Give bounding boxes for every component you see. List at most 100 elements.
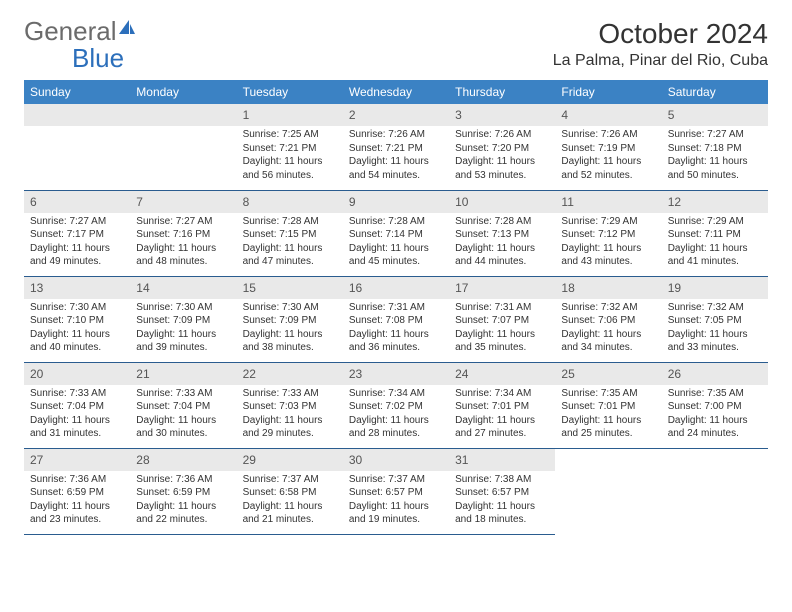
- day-body: Sunrise: 7:32 AMSunset: 7:05 PMDaylight:…: [662, 299, 768, 359]
- calendar-cell: 12Sunrise: 7:29 AMSunset: 7:11 PMDayligh…: [662, 190, 768, 276]
- day-number-row: 6: [24, 191, 130, 213]
- day-number: 27: [30, 453, 43, 467]
- day-number: 3: [455, 108, 462, 122]
- day-number-row: 29: [237, 449, 343, 471]
- day-number-row: 22: [237, 363, 343, 385]
- day-number: 29: [243, 453, 256, 467]
- calendar-cell: 21Sunrise: 7:33 AMSunset: 7:04 PMDayligh…: [130, 362, 236, 448]
- day-body: Sunrise: 7:31 AMSunset: 7:07 PMDaylight:…: [449, 299, 555, 359]
- calendar-cell: 22 Sunrise: 7:33 AMSunset: 7:03 PMDayligh…: [237, 362, 343, 448]
- day-body: Sunrise: 7:34 AMSunset: 7:02 PMDaylight:…: [343, 385, 449, 445]
- day-number: 5: [668, 108, 675, 122]
- calendar-week: 1Sunrise: 7:25 AMSunset: 7:21 PMDaylight…: [24, 104, 768, 190]
- calendar-cell: 18Sunrise: 7:32 AMSunset: 7:06 PMDayligh…: [555, 276, 661, 362]
- day-number-row: 30: [343, 449, 449, 471]
- calendar-cell: 23 Sunrise: 7:34 AMSunset: 7:02 PMDayligh…: [343, 362, 449, 448]
- day-number: 23: [349, 367, 362, 381]
- calendar-cell: 15 Sunrise: 7:30 AMSunset: 7:09 PMDayligh…: [237, 276, 343, 362]
- calendar-cell: 19 Sunrise: 7:32 AMSunset: 7:05 PMDayligh…: [662, 276, 768, 362]
- day-body: Sunrise: 7:28 AMSunset: 7:15 PMDaylight:…: [237, 213, 343, 273]
- day-body: Sunrise: 7:29 AMSunset: 7:11 PMDaylight:…: [662, 213, 768, 273]
- page-title: October 2024: [553, 18, 768, 50]
- day-number: 24: [455, 367, 468, 381]
- day-body: Sunrise: 7:35 AMSunset: 7:00 PMDaylight:…: [662, 385, 768, 445]
- day-body: Sunrise: 7:29 AMSunset: 7:12 PMDaylight:…: [555, 213, 661, 273]
- day-number: 16: [349, 281, 362, 295]
- calendar-week: 6Sunrise: 7:27 AMSunset: 7:17 PMDaylight…: [24, 190, 768, 276]
- day-header: Sunday: [24, 80, 130, 104]
- day-number-row: 10: [449, 191, 555, 213]
- calendar-cell: 13Sunrise: 7:30 AMSunset: 7:10 PMDayligh…: [24, 276, 130, 362]
- calendar-week: 27 Sunrise: 7:36 AMSunset: 6:59 PMDayligh…: [24, 448, 768, 534]
- day-number: 18: [561, 281, 574, 295]
- day-header: Saturday: [662, 80, 768, 104]
- day-number-row: 27: [24, 449, 130, 471]
- day-number-row: 5: [662, 104, 768, 126]
- calendar-cell: 20 Sunrise: 7:33 AMSunset: 7:04 PMDayligh…: [24, 362, 130, 448]
- day-number-row: 16: [343, 277, 449, 299]
- logo-sail-icon: [117, 18, 137, 41]
- day-number: 22: [243, 367, 256, 381]
- day-number-row: 21: [130, 363, 236, 385]
- day-number-row: 13: [24, 277, 130, 299]
- day-body: Sunrise: 7:27 AMSunset: 7:17 PMDaylight:…: [24, 213, 130, 273]
- title-block: October 2024 La Palma, Pinar del Rio, Cu…: [553, 18, 768, 70]
- calendar-cell: [662, 448, 768, 534]
- day-body: Sunrise: 7:30 AMSunset: 7:09 PMDaylight:…: [237, 299, 343, 359]
- day-body: Sunrise: 7:26 AMSunset: 7:21 PMDaylight:…: [343, 126, 449, 186]
- location-text: La Palma, Pinar del Rio, Cuba: [553, 52, 768, 70]
- day-body: Sunrise: 7:36 AMSunset: 6:59 PMDaylight:…: [24, 471, 130, 531]
- day-body: Sunrise: 7:34 AMSunset: 7:01 PMDaylight:…: [449, 385, 555, 445]
- day-number: 15: [243, 281, 256, 295]
- day-body: Sunrise: 7:35 AMSunset: 7:01 PMDaylight:…: [555, 385, 661, 445]
- day-number: 25: [561, 367, 574, 381]
- day-number-row: 18: [555, 277, 661, 299]
- day-number: 17: [455, 281, 468, 295]
- calendar-cell: 2 Sunrise: 7:26 AMSunset: 7:21 PMDaylight…: [343, 104, 449, 190]
- day-header: Monday: [130, 80, 236, 104]
- day-number: 30: [349, 453, 362, 467]
- day-body: Sunrise: 7:36 AMSunset: 6:59 PMDaylight:…: [130, 471, 236, 531]
- calendar-cell: 11Sunrise: 7:29 AMSunset: 7:12 PMDayligh…: [555, 190, 661, 276]
- day-number: 28: [136, 453, 149, 467]
- day-number: 14: [136, 281, 149, 295]
- day-number-row: 8: [237, 191, 343, 213]
- calendar-cell: 31Sunrise: 7:38 AMSunset: 6:57 PMDayligh…: [449, 448, 555, 534]
- calendar-cell: [130, 104, 236, 190]
- day-number: 20: [30, 367, 43, 381]
- calendar-cell: 17 Sunrise: 7:31 AMSunset: 7:07 PMDayligh…: [449, 276, 555, 362]
- logo: General Blue: [24, 18, 137, 72]
- day-body: Sunrise: 7:33 AMSunset: 7:03 PMDaylight:…: [237, 385, 343, 445]
- day-number: 2: [349, 108, 356, 122]
- calendar-cell: 7Sunrise: 7:27 AMSunset: 7:16 PMDaylight…: [130, 190, 236, 276]
- day-header: Thursday: [449, 80, 555, 104]
- day-body: Sunrise: 7:28 AMSunset: 7:14 PMDaylight:…: [343, 213, 449, 273]
- calendar-cell: 30Sunrise: 7:37 AMSunset: 6:57 PMDayligh…: [343, 448, 449, 534]
- logo-text-blue: Blue: [72, 43, 124, 73]
- day-number: 4: [561, 108, 568, 122]
- day-number-row: 20: [24, 363, 130, 385]
- calendar-cell: 24 Sunrise: 7:34 AMSunset: 7:01 PMDayligh…: [449, 362, 555, 448]
- day-number: 19: [668, 281, 681, 295]
- day-header: Wednesday: [343, 80, 449, 104]
- day-number-row: 7: [130, 191, 236, 213]
- day-body: Sunrise: 7:28 AMSunset: 7:13 PMDaylight:…: [449, 213, 555, 273]
- day-body: Sunrise: 7:26 AMSunset: 7:20 PMDaylight:…: [449, 126, 555, 186]
- day-header-row: SundayMondayTuesdayWednesdayThursdayFrid…: [24, 80, 768, 104]
- day-number: 7: [136, 195, 143, 209]
- day-number-row: 1: [237, 104, 343, 126]
- day-body: Sunrise: 7:33 AMSunset: 7:04 PMDaylight:…: [130, 385, 236, 445]
- day-body: Sunrise: 7:27 AMSunset: 7:18 PMDaylight:…: [662, 126, 768, 186]
- day-body: Sunrise: 7:30 AMSunset: 7:10 PMDaylight:…: [24, 299, 130, 359]
- day-number-row: 25: [555, 363, 661, 385]
- day-number-row-blank: [24, 104, 130, 126]
- day-number-row: 28: [130, 449, 236, 471]
- calendar-cell: 27 Sunrise: 7:36 AMSunset: 6:59 PMDayligh…: [24, 448, 130, 534]
- calendar-table: SundayMondayTuesdayWednesdayThursdayFrid…: [24, 80, 768, 535]
- day-header: Tuesday: [237, 80, 343, 104]
- day-number: 10: [455, 195, 468, 209]
- day-number-row: 17: [449, 277, 555, 299]
- day-body: Sunrise: 7:33 AMSunset: 7:04 PMDaylight:…: [24, 385, 130, 445]
- day-number: 26: [668, 367, 681, 381]
- day-number-row: 2: [343, 104, 449, 126]
